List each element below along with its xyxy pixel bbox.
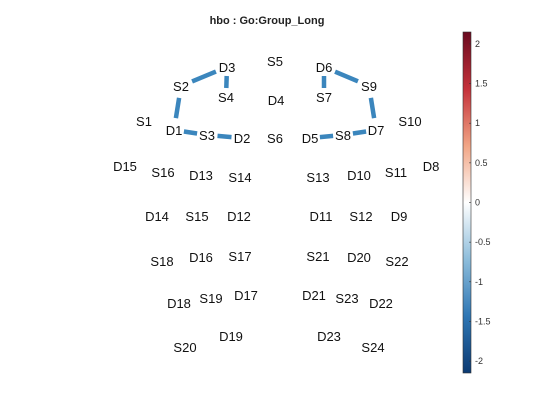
optode-label-s3: S3 (199, 128, 215, 143)
optode-label-s19: S19 (199, 291, 222, 306)
optode-label-d6: D6 (316, 60, 333, 75)
optode-label-d22: D22 (369, 296, 393, 311)
optode-label-s21: S21 (306, 249, 329, 264)
optode-label-s22: S22 (385, 254, 408, 269)
optode-label-s1: S1 (136, 114, 152, 129)
channel-D7-S8 (352, 129, 367, 136)
channel-S8-D5 (319, 133, 334, 140)
optode-label-s14: S14 (228, 170, 251, 185)
optode-label-s16: S16 (151, 165, 174, 180)
optode-label-s23: S23 (335, 291, 358, 306)
optode-label-d4: D4 (268, 93, 285, 108)
optode-label-s6: S6 (267, 131, 283, 146)
colorbar-tick-label: 0.5 (475, 158, 488, 168)
optode-label-s24: S24 (361, 340, 384, 355)
optode-label-d23: D23 (317, 329, 341, 344)
optode-label-s13: S13 (306, 170, 329, 185)
optode-label-s4: S4 (218, 90, 234, 105)
optode-layer: S1 S2 D3 S5 D6 S9 S10 S4 D4 S7 D1 S3 D2 S6 D5 S8 D7 D15 S1… (113, 54, 439, 355)
channel-D6-S9 (334, 69, 359, 84)
optode-label-s20: S20 (173, 340, 196, 355)
colorbar-tick-label: 1.5 (475, 79, 488, 89)
channel-S3-D2 (217, 133, 232, 140)
channel-D1-S3 (183, 129, 198, 136)
plot-title: hbo : Go:Group_Long (210, 15, 325, 27)
optode-label-d1: D1 (166, 123, 183, 138)
optode-label-s9: S9 (361, 79, 377, 94)
optode-label-s5: S5 (267, 54, 283, 69)
channel-layer (173, 69, 377, 140)
optode-label-s11: S11 (385, 165, 407, 180)
optode-label-s10: S10 (398, 114, 421, 129)
optode-label-s8: S8 (335, 128, 351, 143)
optode-label-d21: D21 (302, 288, 326, 303)
optode-label-d17: D17 (234, 288, 258, 303)
channel-S2-D1 (173, 97, 182, 119)
optode-label-d7: D7 (368, 123, 385, 138)
colorbar: 2 1.5 1 0.5 0 -0.5 -1 -1.5 -2 (462, 31, 491, 374)
optode-label-d16: D16 (189, 250, 213, 265)
optode-label-s2: S2 (173, 79, 189, 94)
optode-label-d15: D15 (113, 159, 137, 174)
optode-label-s17: S17 (228, 249, 251, 264)
colorbar-ticks: 2 1.5 1 0.5 0 -0.5 -1 -1.5 -2 (469, 39, 491, 366)
optode-label-s15: S15 (185, 209, 208, 224)
colorbar-tick-label: -1 (475, 277, 483, 287)
optode-label-d12: D12 (227, 209, 251, 224)
optode-label-d9: D9 (391, 209, 408, 224)
optode-label-d3: D3 (219, 60, 236, 75)
optode-label-d2: D2 (234, 131, 251, 146)
colorbar-tick-label: 0 (475, 198, 480, 208)
optode-label-d5: D5 (302, 131, 319, 146)
channel-S9-D7 (368, 97, 377, 119)
optode-label-d14: D14 (145, 209, 169, 224)
channel-S2-D3 (191, 69, 217, 84)
optode-label-d8: D8 (423, 159, 440, 174)
optode-label-d11: D11 (310, 209, 333, 224)
optode-label-s7: S7 (316, 90, 332, 105)
colorbar-tick-label: -0.5 (475, 237, 491, 247)
optode-label-s18: S18 (150, 254, 173, 269)
optode-label-d19: D19 (219, 329, 243, 344)
colorbar-tick-label: -2 (475, 356, 483, 366)
optode-label-d18: D18 (167, 296, 191, 311)
optode-label-d10: D10 (347, 168, 371, 183)
optode-label-d20: D20 (347, 250, 371, 265)
colorbar-tick-label: -1.5 (475, 316, 491, 326)
colorbar-tick-label: 1 (475, 118, 480, 128)
optode-label-s12: S12 (349, 209, 372, 224)
colorbar-tick-label: 2 (475, 39, 480, 49)
optode-label-d13: D13 (189, 168, 213, 183)
